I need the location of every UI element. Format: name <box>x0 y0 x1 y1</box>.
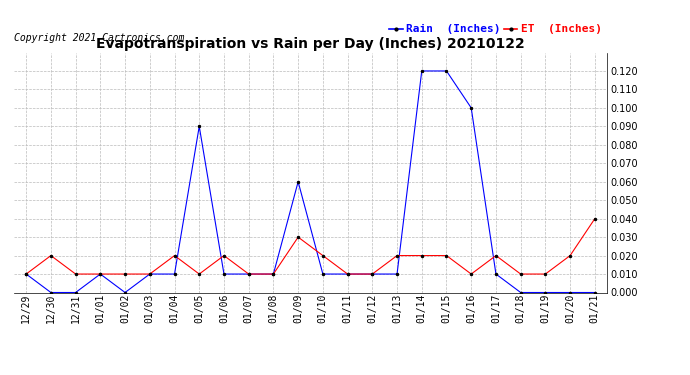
Text: Copyright 2021 Cartronics.com: Copyright 2021 Cartronics.com <box>14 33 184 43</box>
Legend: Rain  (Inches), ET  (Inches): Rain (Inches), ET (Inches) <box>389 24 602 34</box>
Title: Evapotranspiration vs Rain per Day (Inches) 20210122: Evapotranspiration vs Rain per Day (Inch… <box>96 38 525 51</box>
